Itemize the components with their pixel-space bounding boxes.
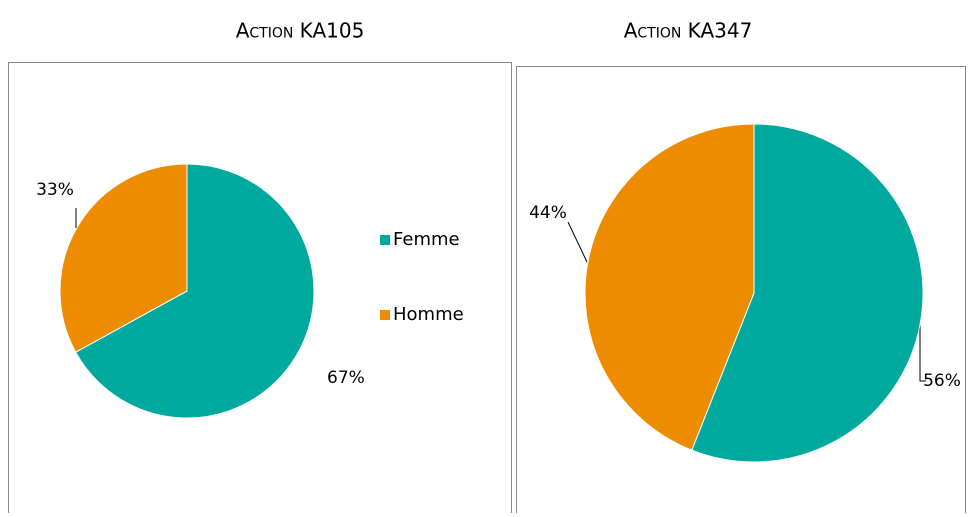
pie-slice — [584, 123, 755, 451]
data-label: 56% — [923, 371, 961, 391]
legend-label: Homme — [393, 304, 464, 325]
leader-line — [919, 322, 926, 382]
legend-swatch — [380, 235, 390, 245]
pie-slice — [691, 123, 924, 463]
legend-swatch — [380, 310, 390, 320]
chart-title: Action KA105 — [236, 19, 365, 43]
legend-label: Femme — [393, 229, 460, 250]
data-label: 67% — [327, 368, 365, 388]
data-label: 33% — [36, 180, 74, 200]
chart-frame — [8, 62, 512, 517]
leader-line — [567, 221, 588, 263]
pie-slice — [59, 163, 188, 353]
chart-frame — [516, 66, 966, 517]
chart-title: Action KA347 — [624, 19, 753, 43]
pie-slice — [75, 163, 315, 419]
data-label: 44% — [529, 203, 567, 223]
